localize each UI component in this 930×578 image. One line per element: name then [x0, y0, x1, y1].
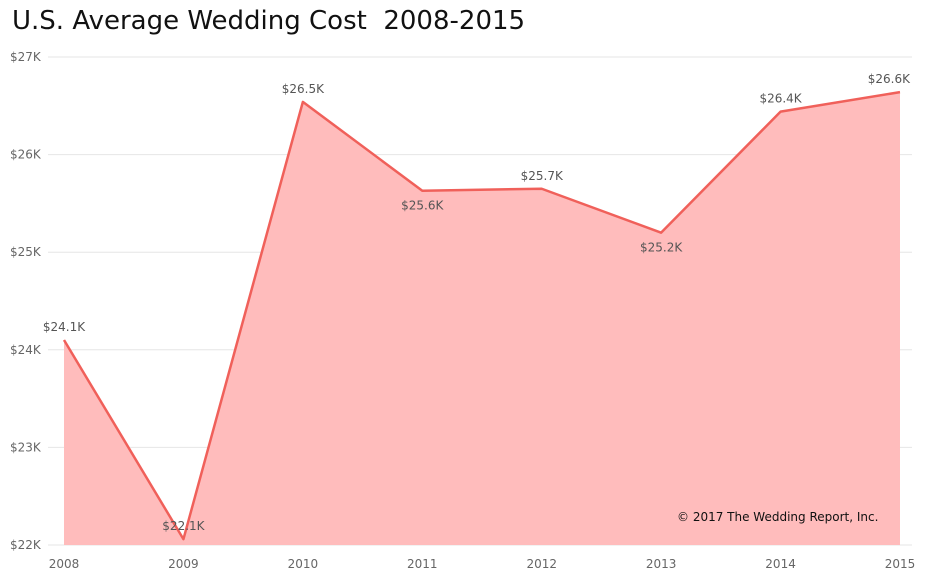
data-label: $22.1K — [162, 519, 205, 533]
y-tick-label: $26K — [10, 148, 42, 162]
y-tick-label: $27K — [10, 50, 42, 64]
data-labels: $24.1K $22.1K $26.5K $25.6K $25.7K $25.2K $26.… — [43, 72, 911, 533]
y-tick-label: $25K — [10, 245, 42, 259]
x-tick-label: 2011 — [407, 557, 438, 571]
chart-title: U.S. Average Wedding Cost 2008-2015 — [12, 6, 526, 36]
data-label: $25.2K — [640, 241, 683, 255]
data-label: $26.5K — [282, 82, 325, 96]
data-label: $24.1K — [43, 320, 86, 334]
y-tick-label: $23K — [10, 440, 42, 454]
copyright-annotation: © 2017 The Wedding Report, Inc. — [677, 510, 878, 524]
x-tick-label: 2015 — [885, 557, 916, 571]
x-tick-label: 2012 — [526, 557, 557, 571]
data-label: $25.7K — [521, 169, 564, 183]
y-tick-label: $22K — [10, 538, 42, 552]
series-area — [64, 92, 900, 546]
x-tick-label: 2009 — [168, 557, 199, 571]
series-line — [62, 90, 901, 541]
x-tick-label: 2013 — [646, 557, 677, 571]
y-tick-label: $24K — [10, 343, 42, 357]
data-label: $25.6K — [401, 199, 444, 213]
y-axis: $22K $23K $24K $25K $26K $27K — [10, 50, 42, 552]
x-tick-label: 2010 — [288, 557, 319, 571]
data-label: $26.4K — [759, 92, 802, 106]
x-tick-label: 2014 — [765, 557, 796, 571]
data-label: $26.6K — [868, 72, 911, 86]
x-axis: 2008 2009 2010 2011 2012 2013 2014 2015 — [49, 557, 916, 571]
x-tick-label: 2008 — [49, 557, 80, 571]
